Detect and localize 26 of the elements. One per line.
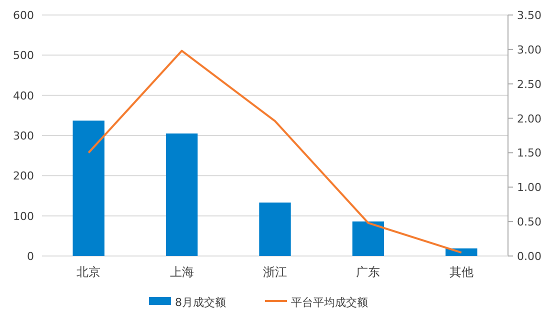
y2-tick-label: 3.00 <box>517 43 542 56</box>
x-tick-label: 上海 <box>170 265 194 279</box>
y2-tick-label: 2.50 <box>517 78 542 91</box>
y2-tick-label: 0.00 <box>517 250 542 263</box>
x-tick-label: 其他 <box>449 265 474 279</box>
legend-label: 8月成交额 <box>175 296 226 309</box>
x-tick-label: 北京 <box>76 265 101 279</box>
y2-tick-label: 1.50 <box>517 146 542 160</box>
y2-tick-label: 1.00 <box>517 181 542 194</box>
y-tick-label: 100 <box>13 210 34 223</box>
y2-tick-label: 2.00 <box>517 112 542 126</box>
bar <box>352 221 384 256</box>
y2-tick-label: 0.50 <box>517 216 542 229</box>
bar <box>166 133 198 256</box>
y-tick-label: 500 <box>13 49 34 62</box>
y-tick-label: 0 <box>27 250 34 263</box>
y2-tick-label: 3.50 <box>517 9 542 22</box>
y-tick-label: 400 <box>13 89 34 102</box>
x-tick-label: 广东 <box>356 265 380 279</box>
y-tick-label: 200 <box>13 170 34 183</box>
bar <box>72 120 104 256</box>
bar <box>259 202 291 256</box>
y-tick-label: 600 <box>13 9 34 22</box>
legend-label: 平台平均成交额 <box>291 296 368 309</box>
x-tick-label: 浙江 <box>263 265 287 279</box>
y-tick-label: 300 <box>13 130 34 142</box>
